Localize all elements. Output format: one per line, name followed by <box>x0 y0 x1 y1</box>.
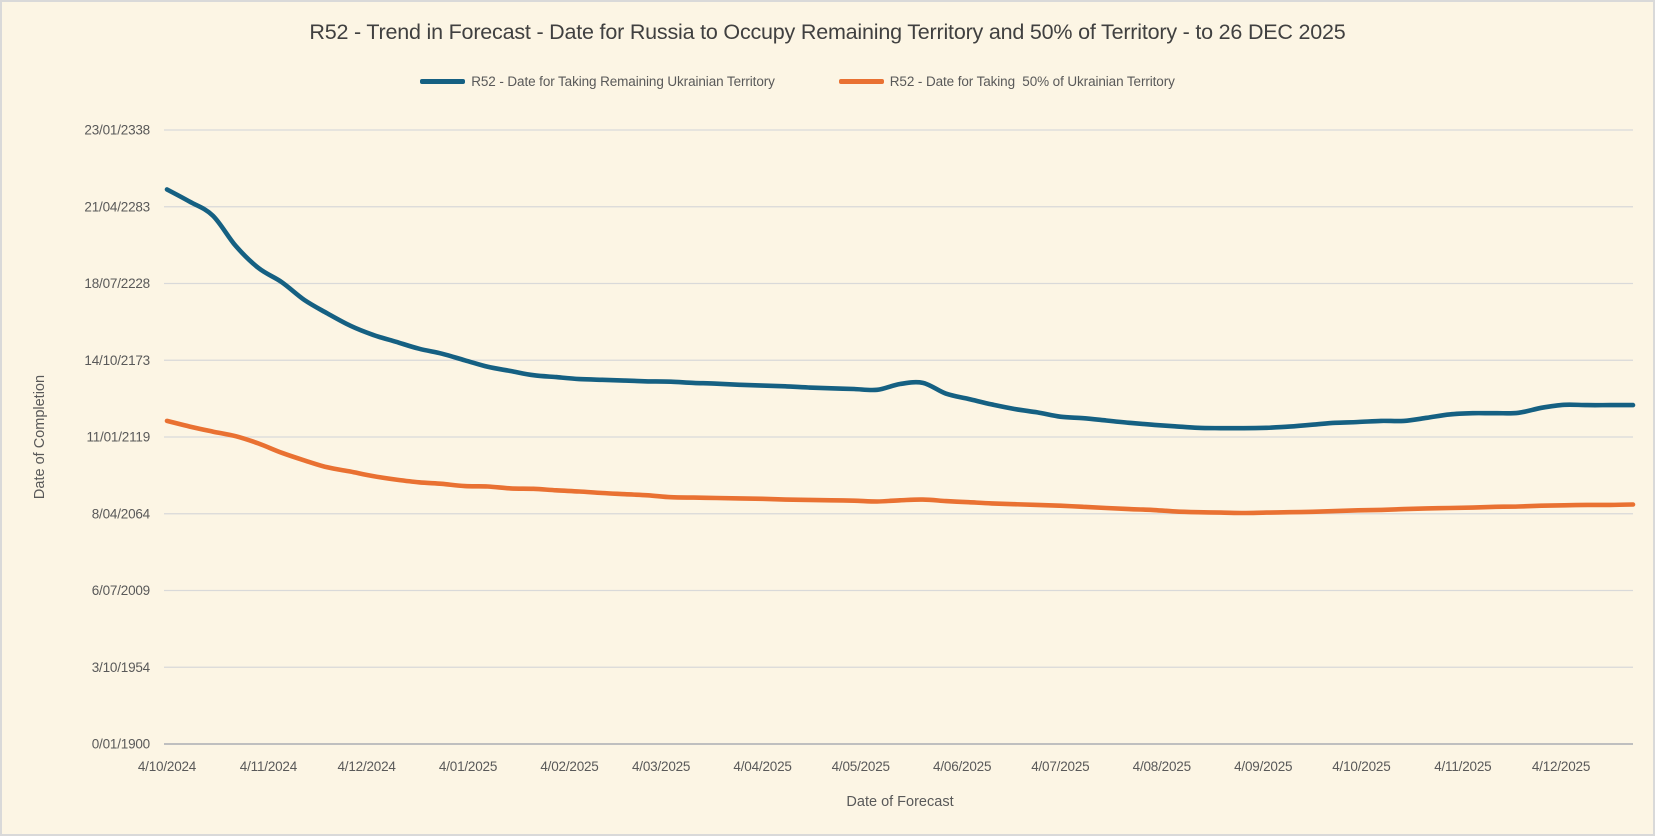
y-tick-label: 3/10/1954 <box>92 660 151 675</box>
x-tick-label: 4/10/2025 <box>1332 759 1390 774</box>
y-tick-label: 0/01/1900 <box>92 737 150 752</box>
x-tick-label: 4/06/2025 <box>933 759 991 774</box>
legend-label: R52 - Date for Taking Remaining Ukrainia… <box>471 74 775 89</box>
x-tick-label: 4/04/2025 <box>733 759 791 774</box>
x-tick-label: 4/11/2024 <box>240 759 298 774</box>
x-tick-label: 4/07/2025 <box>1031 759 1089 774</box>
x-tick-label: 4/03/2025 <box>632 759 690 774</box>
legend: R52 - Date for Taking Remaining Ukrainia… <box>2 74 1623 89</box>
chart-title: R52 - Trend in Forecast - Date for Russi… <box>309 20 1346 44</box>
series-line-remaining-territory[interactable] <box>164 187 1636 431</box>
x-tick-label: 4/08/2025 <box>1133 759 1191 774</box>
y-tick-label: 23/01/2338 <box>84 123 150 138</box>
y-tick-label: 21/04/2283 <box>84 199 150 214</box>
y-tick-label: 8/04/2064 <box>92 506 151 521</box>
y-tick-label: 11/01/2119 <box>86 430 150 445</box>
x-tick-label: 4/05/2025 <box>832 759 890 774</box>
x-tick-label: 4/02/2025 <box>540 759 598 774</box>
x-tick-label: 4/10/2024 <box>138 759 197 774</box>
legend-item-0[interactable]: R52 - Date for Taking Remaining Ukrainia… <box>420 74 775 89</box>
x-tick-label: 4/12/2024 <box>337 759 396 774</box>
y-axis-title: Date of Completion <box>32 374 48 500</box>
y-tick-label: 14/10/2173 <box>84 353 150 368</box>
x-tick-label: 4/09/2025 <box>1234 759 1292 774</box>
legend-line-swatch <box>838 79 884 84</box>
x-axis-title: Date of Forecast <box>846 794 954 810</box>
y-tick-label: 6/07/2009 <box>92 583 150 598</box>
legend-line-swatch <box>420 79 466 84</box>
legend-label: R52 - Date for Taking 50% of Ukrainian T… <box>889 74 1175 89</box>
y-tick-label: 18/07/2228 <box>84 276 150 291</box>
x-tick-label: 4/12/2025 <box>1532 759 1590 774</box>
x-tick-label: 4/11/2025 <box>1434 759 1491 774</box>
legend-item-1[interactable]: R52 - Date for Taking 50% of Ukrainian T… <box>838 74 1175 89</box>
x-tick-label: 4/01/2025 <box>439 759 497 774</box>
series-line-50pct-territory[interactable] <box>164 418 1636 516</box>
